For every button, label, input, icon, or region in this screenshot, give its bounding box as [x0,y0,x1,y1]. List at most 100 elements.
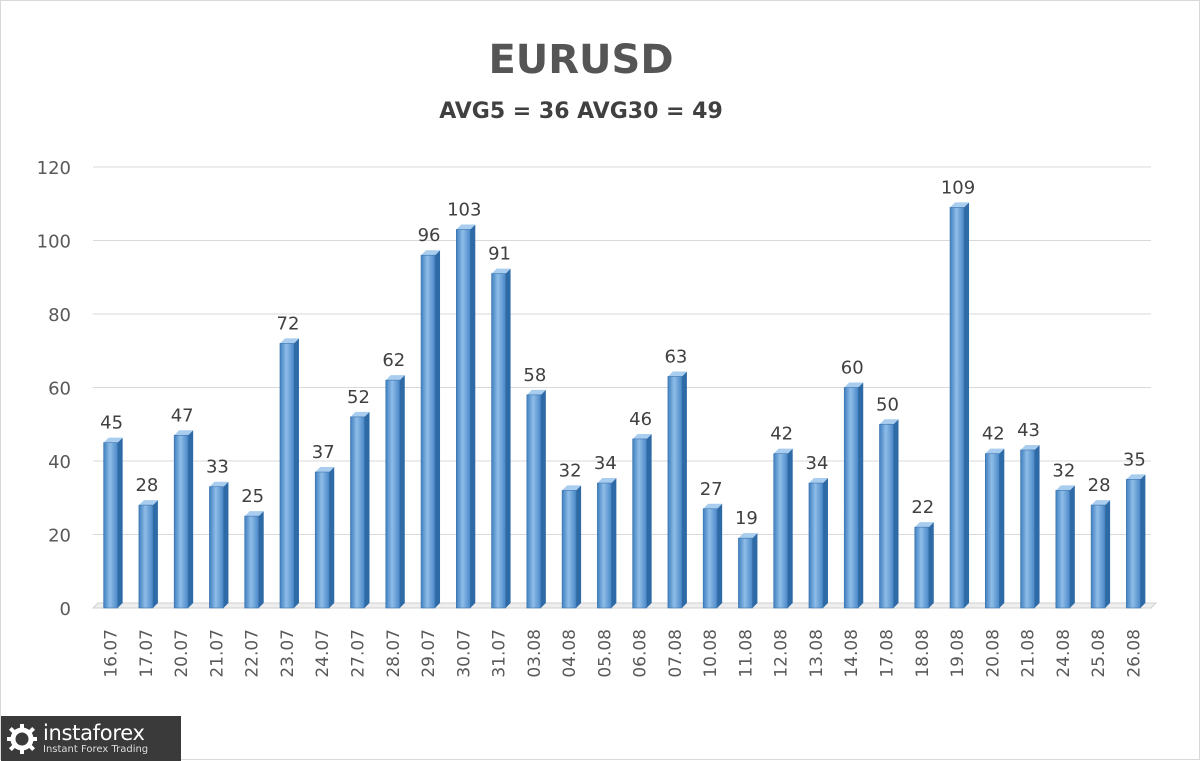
data-label: 37 [312,442,335,463]
bar-top [879,419,899,425]
bar [949,202,970,609]
data-label: 50 [876,394,899,415]
bar-side [928,522,934,608]
bar-top [1020,444,1040,450]
bars [103,202,1146,609]
x-tick-label: 17.07 [137,629,157,678]
bar-front [843,387,859,609]
bar [526,389,546,609]
bar-side [329,467,335,608]
bar-front [491,273,506,609]
data-label: 22 [911,497,934,518]
bar-side [117,437,123,608]
bar-front [984,453,1000,609]
bar-top [279,338,299,344]
gear-logo-icon [7,723,37,754]
data-label: 62 [382,350,405,371]
bar [738,533,758,609]
bar [314,467,335,609]
bar-front [632,438,647,609]
bar-side [1069,485,1075,608]
bar [843,382,864,609]
bar-front [879,423,894,609]
x-tick-label: 28.07 [384,629,404,678]
bar-top [1126,474,1146,480]
bar-side [964,202,970,609]
bar-front [350,416,365,609]
bar [597,478,617,609]
bar [984,448,1005,609]
bar-top [667,371,687,377]
data-label: 52 [347,387,370,408]
data-label: 27 [700,479,723,500]
y-tick-label: 80 [48,305,71,326]
data-label: 103 [447,199,481,220]
bar-front [1126,479,1141,609]
x-tick-label: 13.08 [807,629,827,678]
bar-top [174,430,194,436]
x-tick-label: 11.08 [736,629,756,678]
y-tick-label: 60 [48,379,71,400]
y-tick-label: 20 [48,526,71,547]
bar-side [787,448,793,608]
x-tick-label: 04.08 [560,629,580,678]
data-labels: 45 28 47 33 25 72 37 52 62 96 103 91 58 32 34 46 63 27 19 4… [100,177,1146,529]
bar-front [173,434,189,609]
data-label: 32 [1052,460,1075,481]
bar [1055,485,1075,609]
bar-front [808,482,824,609]
chart-title: EURUSD [488,37,674,83]
x-tick-label: 30.07 [454,629,474,678]
bar-front [597,482,612,609]
data-label: 91 [488,244,511,265]
bar-top [138,500,158,506]
x-tick-label: 22.07 [243,629,263,678]
bar-top [808,478,828,484]
bar [385,375,405,609]
bar-top [491,268,511,274]
bar-side [822,478,828,608]
bar-front [561,490,577,609]
bar [173,430,194,609]
bar-front [455,229,471,609]
bar-side [470,224,476,608]
bar [702,503,723,609]
bar-top [103,437,123,443]
bar-side [893,419,899,608]
x-tick-label: 18.08 [913,629,933,678]
bar-front [1055,490,1071,609]
data-label: 46 [629,409,652,430]
bar-front [209,486,224,609]
bar-front [773,453,789,609]
bar-side [223,481,229,608]
data-label: 43 [1017,420,1040,441]
bar-front [138,504,154,609]
bar-front [738,537,753,609]
bar-side [858,382,864,608]
y-tick-label: 120 [37,158,71,179]
data-label: 32 [559,460,582,481]
bar-front [1090,504,1106,609]
bar [138,500,158,609]
bar-front [667,376,683,609]
bar-front [914,526,930,609]
x-tick-label: 06.08 [631,629,651,678]
bar-top [844,382,864,388]
bar-top [914,522,934,528]
bar-front [103,442,118,609]
bar-side [681,371,687,608]
data-label: 72 [277,313,300,334]
bar [279,338,299,609]
data-label: 33 [206,457,229,478]
data-label: 34 [594,453,617,474]
bar-side [717,503,723,608]
x-tick-label: 19.08 [948,629,968,678]
data-label: 45 [100,413,123,434]
bar-side [1105,500,1111,608]
bar [491,268,511,609]
bar-front [949,207,965,609]
bar-top [350,411,370,417]
y-tick-label: 40 [48,452,71,473]
bar [667,371,687,609]
bar-front [420,254,436,609]
